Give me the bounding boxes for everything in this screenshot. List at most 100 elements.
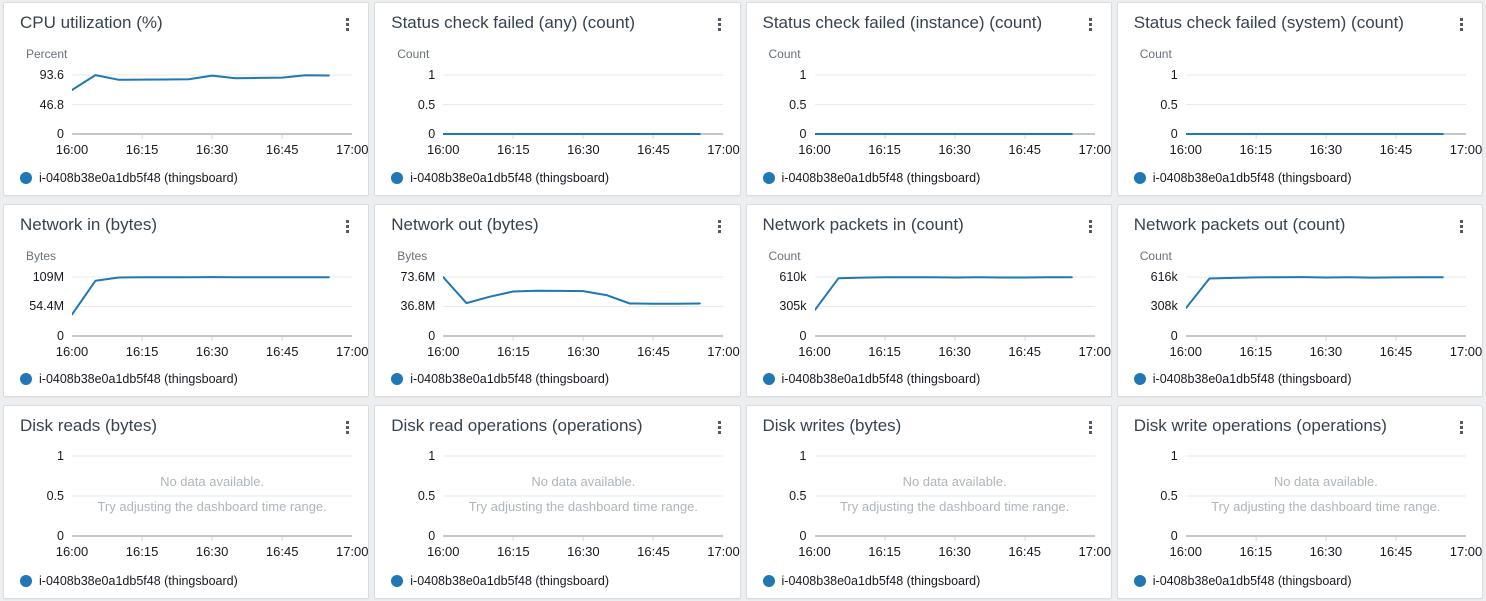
line-chart[interactable] <box>1185 450 1466 542</box>
line-chart[interactable] <box>814 267 1095 342</box>
legend-item[interactable]: i-0408b38e0a1db5f48 (thingsboard) <box>20 573 352 592</box>
widget-menu-button[interactable] <box>1086 417 1095 438</box>
widget-header: Network out (bytes) <box>391 213 723 237</box>
kebab-vertical-dots-icon <box>346 421 350 425</box>
legend-item[interactable]: i-0408b38e0a1db5f48 (thingsboard) <box>391 371 723 390</box>
x-axis-tick-label: 16:45 <box>637 142 670 157</box>
x-axis-tick-label: 16:30 <box>195 142 229 157</box>
legend-item[interactable]: i-0408b38e0a1db5f48 (thingsboard) <box>762 170 1095 189</box>
line-chart[interactable] <box>443 450 724 542</box>
metric-widget: Network packets in (count) Count 610k 305… <box>745 203 1112 398</box>
y-axis-tick-label: 1 <box>428 449 436 464</box>
legend-item[interactable]: i-0408b38e0a1db5f48 (thingsboard) <box>1133 371 1466 390</box>
widget-menu-button[interactable] <box>343 216 352 237</box>
y-axis-tick-label: 0 <box>57 127 64 141</box>
x-axis-tick-label: 16:30 <box>938 544 971 560</box>
x-axis-tick-label: 16:00 <box>1169 142 1203 157</box>
x-axis-tick-label: 16:30 <box>195 544 229 560</box>
series-label: i-0408b38e0a1db5f48 (thingsboard) <box>781 372 981 387</box>
y-axis-tick-label: 0 <box>57 529 64 544</box>
legend-item[interactable]: i-0408b38e0a1db5f48 (thingsboard) <box>762 371 1095 390</box>
series-label: i-0408b38e0a1db5f48 (thingsboard) <box>39 372 238 387</box>
legend-item[interactable]: i-0408b38e0a1db5f48 (thingsboard) <box>1133 573 1466 592</box>
kebab-vertical-dots-icon <box>1460 224 1463 228</box>
legend-item[interactable]: i-0408b38e0a1db5f48 (thingsboard) <box>391 170 723 189</box>
y-axis-unit-label: Count <box>768 47 801 61</box>
x-axis-tick-label: 16:45 <box>1008 343 1041 359</box>
line-chart[interactable] <box>443 267 724 342</box>
widget-title: Network packets in (count) <box>762 214 964 234</box>
x-axis-tick-label: 16:15 <box>125 142 159 157</box>
line-chart[interactable] <box>72 267 353 342</box>
widget-menu-button[interactable] <box>343 14 352 35</box>
x-axis-tick-label: 17:00 <box>1449 142 1483 157</box>
line-chart[interactable] <box>443 65 724 140</box>
legend-item[interactable]: i-0408b38e0a1db5f48 (thingsboard) <box>20 170 352 189</box>
legend-item[interactable]: i-0408b38e0a1db5f48 (thingsboard) <box>391 573 723 592</box>
y-axis-unit-label: Count <box>1139 47 1172 61</box>
kebab-vertical-dots-icon <box>717 421 721 425</box>
y-axis-tick-label: 109M <box>32 269 64 284</box>
x-axis-tick-label: 17:00 <box>335 544 369 560</box>
x-axis-tick-label: 16:30 <box>1309 142 1343 157</box>
legend-item[interactable]: i-0408b38e0a1db5f48 (thingsboard) <box>20 371 352 390</box>
kebab-vertical-dots-icon <box>1088 421 1092 425</box>
series-label: i-0408b38e0a1db5f48 (thingsboard) <box>1152 574 1352 588</box>
y-axis-tick-labels: 1 0.5 0 <box>763 65 807 141</box>
x-axis-tick-label: 16:15 <box>1239 142 1273 157</box>
y-axis-tick-label: 0 <box>1170 127 1178 141</box>
widget-menu-button[interactable] <box>1457 14 1466 35</box>
widget-menu-button[interactable] <box>1457 216 1466 237</box>
x-axis-tick-label: 16:00 <box>55 142 89 157</box>
widget-menu-button[interactable] <box>715 14 724 35</box>
line-chart[interactable] <box>1185 267 1466 342</box>
widget-menu-button[interactable] <box>343 417 352 438</box>
no-data-line1: No data available. <box>1273 474 1378 490</box>
widget-header: Disk write operations (operations) <box>1134 414 1466 438</box>
x-axis-tick-label: 17:00 <box>707 343 740 359</box>
y-axis-tick-label: 1 <box>428 68 436 82</box>
line-chart[interactable] <box>814 65 1095 140</box>
y-axis-tick-label: 0 <box>57 328 64 343</box>
kebab-vertical-dots-icon <box>346 229 350 233</box>
widget-menu-button[interactable] <box>1086 14 1095 35</box>
y-axis-unit-label: Bytes <box>26 248 57 263</box>
line-chart[interactable] <box>72 450 353 542</box>
y-axis-tick-label: 0 <box>799 127 807 141</box>
series-color-dot-icon <box>391 171 404 184</box>
series-label: i-0408b38e0a1db5f48 (thingsboard) <box>39 170 238 185</box>
widget-menu-button[interactable] <box>1457 417 1466 438</box>
widget-title: Status check failed (system) (count) <box>1133 13 1404 32</box>
x-axis-tick-labels: 16:00 16:15 16:30 16:45 17:00 <box>1169 142 1482 158</box>
line-chart[interactable] <box>1185 65 1466 140</box>
x-axis-tick-label: 16:30 <box>567 544 600 560</box>
x-axis-tick-label: 16:15 <box>1239 343 1273 359</box>
widget-menu-button[interactable] <box>1086 216 1095 237</box>
widget-title: Network out (bytes) <box>391 214 539 234</box>
y-axis-tick-label: 1 <box>57 449 64 464</box>
line-chart[interactable] <box>814 450 1095 542</box>
y-axis-tick-label: 0 <box>1170 328 1178 343</box>
y-axis-tick-label: 0.5 <box>1160 97 1178 112</box>
legend-item[interactable]: i-0408b38e0a1db5f48 (thingsboard) <box>1133 170 1466 189</box>
series-color-dot-icon <box>762 171 775 184</box>
chart-area: 10.50 No data available. Try adjusting t… <box>1134 65 1466 141</box>
widget-header: Disk read operations (operations) <box>391 414 723 438</box>
no-data-line2: Try adjusting the dashboard time range. <box>839 499 1070 515</box>
y-axis-tick-labels: 616k 308k 0 <box>1134 267 1178 343</box>
metric-widget: Disk reads (bytes) 1 0.5 0 No data availab… <box>3 405 370 599</box>
y-axis-tick-labels: 109M 54.4M 0 <box>20 267 64 343</box>
widget-menu-button[interactable] <box>715 216 724 237</box>
kebab-vertical-dots-icon <box>717 431 721 435</box>
kebab-vertical-dots-icon <box>346 28 350 31</box>
legend-item[interactable]: i-0408b38e0a1db5f48 (thingsboard) <box>762 573 1095 592</box>
widget-title: Network in (bytes) <box>20 214 157 234</box>
line-chart[interactable] <box>72 65 353 140</box>
series-label: i-0408b38e0a1db5f48 (thingsboard) <box>410 170 610 185</box>
widget-menu-button[interactable] <box>715 417 724 438</box>
